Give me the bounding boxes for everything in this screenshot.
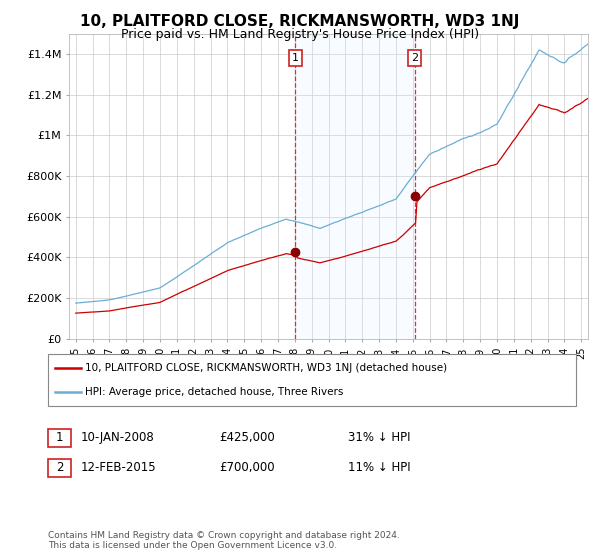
Text: £700,000: £700,000 — [219, 461, 275, 474]
Bar — [295, 34, 415, 339]
Text: 10-JAN-2008: 10-JAN-2008 — [81, 431, 155, 445]
Text: 2: 2 — [411, 53, 418, 63]
Text: 11% ↓ HPI: 11% ↓ HPI — [348, 461, 410, 474]
Text: 31% ↓ HPI: 31% ↓ HPI — [348, 431, 410, 445]
Text: 12-FEB-2015: 12-FEB-2015 — [81, 461, 157, 474]
Text: Contains HM Land Registry data © Crown copyright and database right 2024.
This d: Contains HM Land Registry data © Crown c… — [48, 531, 400, 550]
Text: 2: 2 — [56, 461, 63, 474]
Text: £425,000: £425,000 — [219, 431, 275, 445]
Text: 1: 1 — [292, 53, 299, 63]
Text: Price paid vs. HM Land Registry's House Price Index (HPI): Price paid vs. HM Land Registry's House … — [121, 28, 479, 41]
Text: 10, PLAITFORD CLOSE, RICKMANSWORTH, WD3 1NJ: 10, PLAITFORD CLOSE, RICKMANSWORTH, WD3 … — [80, 14, 520, 29]
Text: 10, PLAITFORD CLOSE, RICKMANSWORTH, WD3 1NJ (detached house): 10, PLAITFORD CLOSE, RICKMANSWORTH, WD3 … — [85, 363, 448, 374]
Text: 1: 1 — [56, 431, 63, 445]
Text: HPI: Average price, detached house, Three Rivers: HPI: Average price, detached house, Thre… — [85, 387, 344, 397]
